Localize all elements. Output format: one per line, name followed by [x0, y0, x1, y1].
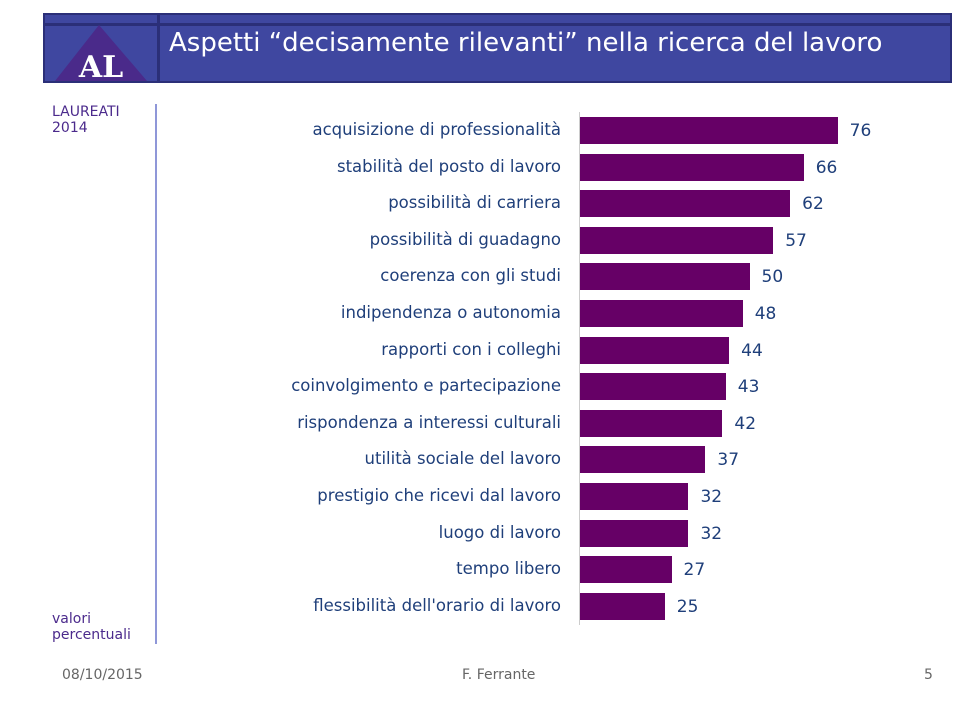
bar	[580, 483, 689, 510]
logo-text: AL	[78, 50, 123, 81]
header-band: AL Aspetti “decisamente rilevanti” nella…	[43, 13, 952, 83]
category-label: acquisizione di professionalità	[312, 120, 561, 139]
header-stripe	[45, 23, 950, 26]
category-label: tempo libero	[456, 559, 561, 579]
units-label-line1: valori	[52, 611, 91, 627]
value-label: 42	[734, 413, 757, 434]
value-label: 76	[849, 121, 872, 141]
value-label: 32	[700, 523, 723, 544]
category-label: indipendenza o autonomia	[340, 303, 561, 322]
category-axis	[579, 112, 580, 625]
value-label: 62	[802, 194, 824, 215]
footer-date: 08/10/2015	[62, 667, 143, 683]
bar	[580, 592, 665, 620]
footer-author: F. Ferrante	[462, 667, 536, 683]
cohort-label: LAUREATI 2014	[52, 104, 120, 136]
bar	[580, 409, 723, 437]
bar	[580, 190, 791, 218]
category-label: possibilità di carriera	[388, 193, 561, 213]
category-label: luogo di lavoro	[438, 522, 561, 542]
page-number: 5	[924, 667, 933, 683]
value-label: 66	[815, 157, 838, 178]
category-label: coinvolgimento e partecipazione	[291, 376, 561, 396]
category-label: prestigio che ricevi dal lavoro	[317, 486, 561, 505]
bar	[580, 226, 774, 254]
units-label-line2: percentuali	[52, 627, 131, 643]
value-label: 43	[737, 377, 760, 398]
value-label: 57	[785, 230, 807, 251]
bar	[580, 556, 672, 584]
category-label: rapporti con i colleghi	[381, 339, 561, 359]
cohort-label-line1: LAUREATI	[52, 104, 120, 120]
value-label: 32	[700, 487, 723, 507]
category-label: possibilità di guadagno	[369, 229, 561, 249]
bar	[580, 263, 750, 291]
almalaurea-logo: AL	[55, 25, 147, 81]
bar	[580, 373, 726, 401]
bar	[580, 519, 689, 547]
page-title: Aspetti “decisamente rilevanti” nella ri…	[169, 28, 883, 58]
value-label: 48	[754, 304, 777, 324]
bar	[580, 300, 743, 327]
category-label: utilità sociale del lavoro	[364, 449, 561, 469]
header-divider	[157, 15, 160, 81]
category-label: rispondenza a interessi culturali	[297, 412, 561, 432]
value-label: 50	[761, 267, 784, 288]
units-label: valori percentuali	[52, 611, 131, 643]
value-label: 37	[717, 450, 740, 471]
category-label: coerenza con gli studi	[380, 266, 561, 286]
value-label: 25	[676, 596, 699, 617]
bar	[580, 153, 804, 181]
category-label: flessibilità dell'orario di lavoro	[313, 595, 561, 615]
cohort-label-line2: 2014	[52, 120, 88, 136]
value-label: 27	[683, 560, 706, 581]
bar	[580, 117, 838, 144]
value-label: 44	[741, 340, 763, 361]
bar	[580, 336, 730, 364]
bar	[580, 446, 706, 474]
category-label: stabilità del posto di lavoro	[336, 156, 561, 176]
side-divider	[155, 104, 157, 644]
